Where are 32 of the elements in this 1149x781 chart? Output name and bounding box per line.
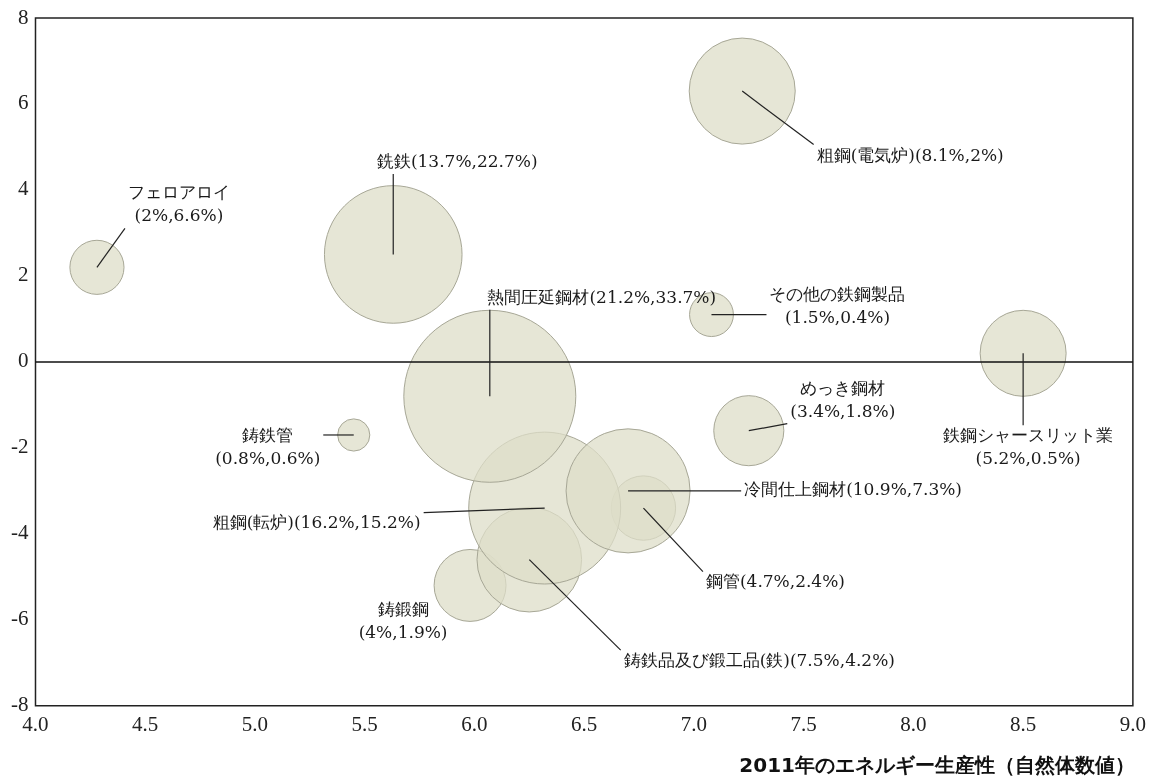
y-tick-label: -4 <box>10 520 29 545</box>
y-tick-label: 2 <box>17 262 29 287</box>
y-tick-label: 6 <box>17 90 29 115</box>
text: 粗鋼(電気炉)(8.1%,2%) <box>816 144 1004 165</box>
series-label: 鋳鍛鋼 (4%,1.9%) <box>358 599 448 643</box>
series-label: フェロアロイ (2%,6.6%) <box>127 182 230 226</box>
text: 鋼管(4.7%,2.4%) <box>705 571 845 592</box>
y-tick-label: 8 <box>17 4 29 29</box>
x-tick-label: 7.0 <box>680 711 708 736</box>
text: 粗鋼(転炉)(16.2%,15.2%) <box>212 512 421 533</box>
x-tick-label: 7.5 <box>790 711 817 736</box>
y-tick-label: -2 <box>10 434 29 459</box>
x-tick-label: 5.5 <box>351 711 378 736</box>
series-label: めっき鋼材 (3.4%,1.8%) <box>790 377 896 421</box>
x-tick-label: 9.0 <box>1119 711 1146 736</box>
text: その他の鉄鋼製品 (1.5%,0.4%) <box>769 283 906 327</box>
text: 鉄鋼シャースリット業 (5.2%,0.5%) <box>943 425 1114 469</box>
text: 鋳鉄品及び鍛工品(鉄)(7.5%,4.2%) <box>623 650 895 671</box>
y-tick-label: 4 <box>17 176 29 201</box>
series-label: 鋳鉄管 (0.8%,0.6%) <box>215 424 321 468</box>
series-label: 銑鉄(13.7%,22.7%) <box>376 150 538 171</box>
x-tick-label: 8.5 <box>1010 711 1037 736</box>
y-tick-label: -6 <box>10 606 29 631</box>
text: 冷間仕上鋼材(10.9%,7.3%) <box>744 479 963 500</box>
x-tick-label: 6.0 <box>461 711 488 736</box>
x-axis-title: 2011年のエネルギー生産性（自然体数値） <box>739 752 1135 779</box>
y-tick-label: 0 <box>17 348 29 373</box>
x-tick-label: 5.0 <box>241 711 269 736</box>
x-tick-label: 8.0 <box>900 711 927 736</box>
series-label: 熱間圧延鋼材(21.2%,33.7%) <box>487 286 717 307</box>
x-tick-label: 6.5 <box>571 711 598 736</box>
x-tick-label: 4.5 <box>132 711 159 736</box>
